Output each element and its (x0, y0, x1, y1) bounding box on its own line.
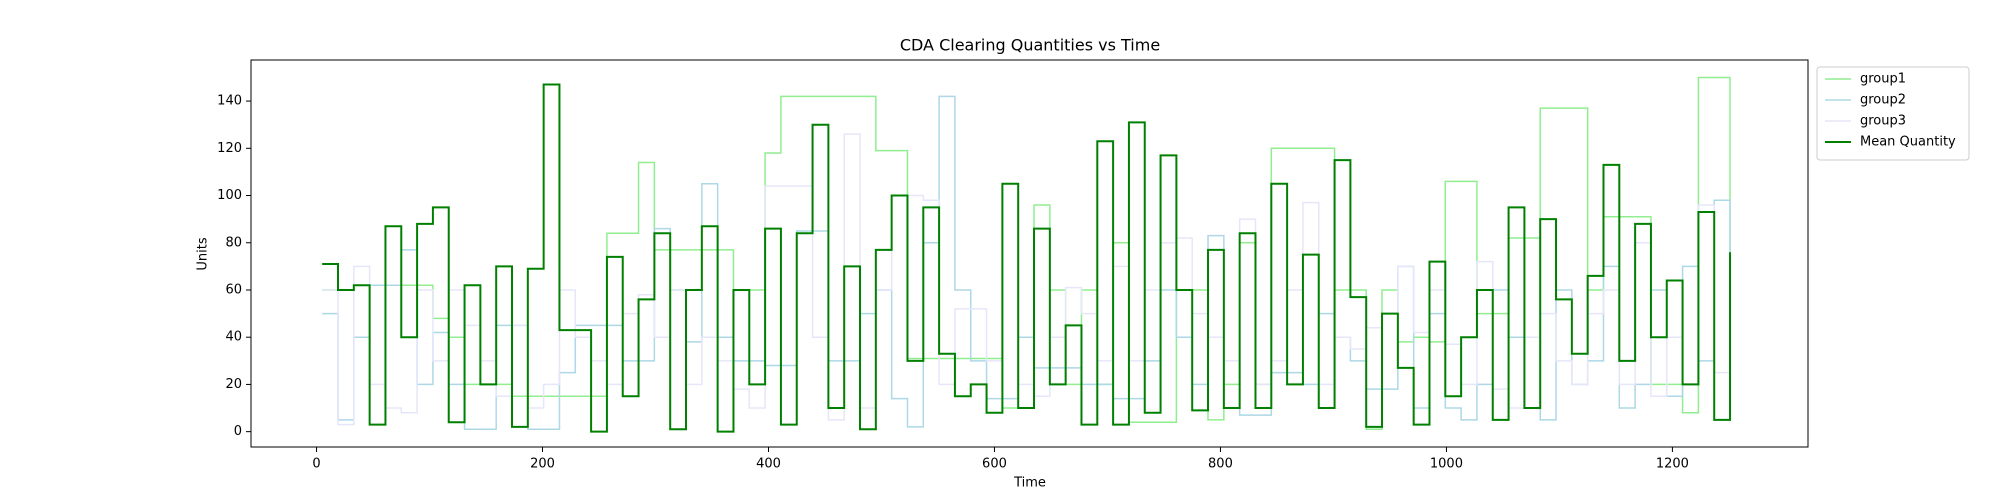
x-tick-label: 200 (530, 457, 555, 472)
legend-label: group1 (1860, 72, 1906, 87)
chart-title: CDA Clearing Quantities vs Time (900, 36, 1160, 55)
x-tick-label: 800 (1208, 457, 1233, 472)
y-tick-label: 60 (225, 282, 242, 297)
plot-frame (250, 59, 1809, 448)
legend-label: group3 (1860, 114, 1906, 129)
y-axis-label: Units (196, 237, 211, 270)
x-tick-label: 1000 (1430, 457, 1463, 472)
x-tick-label: 0 (312, 457, 320, 472)
y-tick-label: 0 (234, 424, 242, 439)
y-tick-label: 140 (217, 94, 242, 109)
x-axis-label: Time (1013, 476, 1046, 491)
y-tick-label: 100 (217, 188, 242, 203)
y-tick-label: 80 (225, 235, 242, 250)
legend-label: group2 (1860, 93, 1906, 108)
x-tick-label: 400 (756, 457, 781, 472)
y-tick-label: 20 (225, 377, 242, 392)
x-tick-label: 600 (982, 457, 1007, 472)
series-line (322, 83, 1732, 433)
y-tick-label: 40 (225, 330, 242, 345)
x-tick-label: 1200 (1656, 457, 1689, 472)
y-tick-label: 120 (217, 141, 242, 156)
legend-box (1816, 66, 1970, 161)
legend-label: Mean Quantity (1860, 135, 1956, 150)
